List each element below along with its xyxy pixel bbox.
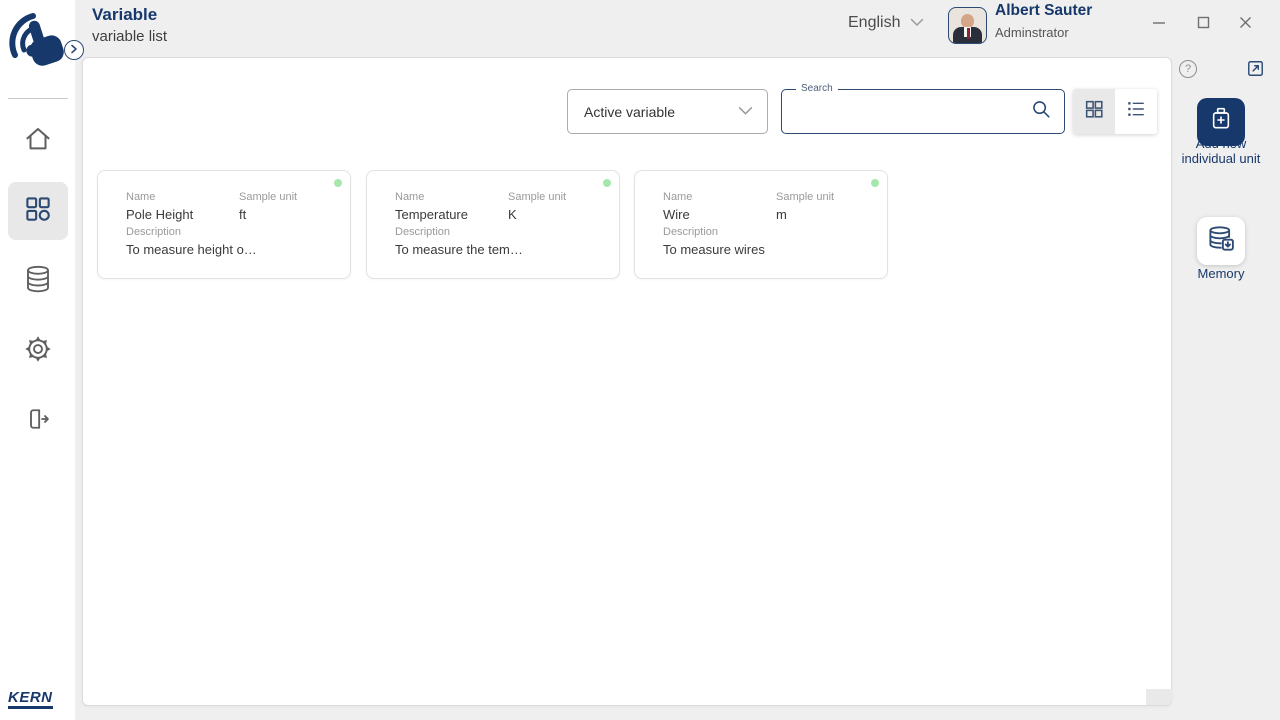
variable-card[interactable]: Name Temperature Sample unit K Descripti… [366, 170, 620, 279]
sidebar-divider [8, 98, 68, 99]
logout-icon [24, 405, 52, 438]
home-icon [23, 124, 53, 159]
card-description-label: Description [126, 226, 182, 238]
chevron-down-icon [738, 103, 753, 121]
chevron-down-icon [910, 14, 924, 32]
expand-panel-button[interactable] [1246, 59, 1266, 79]
search-input[interactable] [794, 90, 1030, 133]
minimize-button[interactable] [1147, 14, 1171, 36]
kern-brand-text: KERN [8, 690, 53, 709]
search-icon [1030, 98, 1052, 125]
apps-icon [23, 194, 53, 229]
status-dot [871, 179, 879, 187]
sidebar-item-home[interactable] [8, 112, 68, 170]
card-unit-label: Sample unit [239, 191, 298, 203]
status-dot [603, 179, 611, 187]
close-button[interactable] [1233, 13, 1257, 37]
page-title: Variable [92, 5, 158, 24]
card-description-value: To measure height o… [126, 242, 257, 257]
grid-view-button[interactable] [1073, 89, 1115, 134]
database-icon [23, 264, 53, 299]
user-name: Albert Sauter [995, 2, 1093, 19]
close-icon [1239, 16, 1252, 34]
list-view-icon [1125, 98, 1147, 125]
card-description-value: To measure the tem… [395, 242, 523, 257]
page-subtitle: variable list [92, 28, 168, 45]
card-name-value: Pole Height [126, 207, 194, 222]
language-selector[interactable]: English [848, 14, 924, 32]
card-unit-value: m [776, 207, 787, 222]
collapse-chevron-icon [69, 41, 79, 59]
main-content-panel [82, 57, 1172, 706]
card-description-value: To measure wires [663, 242, 765, 257]
search-field-label: Search [796, 83, 838, 94]
sidebar-item-logout[interactable] [8, 392, 68, 450]
sidebar-item-database[interactable] [8, 252, 68, 310]
memory-button[interactable] [1197, 217, 1245, 265]
variable-card[interactable]: Name Wire Sample unit m Description To m… [634, 170, 888, 279]
avatar-head [961, 14, 974, 28]
sidebar-item-variables[interactable] [8, 182, 68, 240]
card-name-value: Wire [663, 207, 690, 222]
card-unit-value: K [508, 207, 517, 222]
card-unit-label: Sample unit [776, 191, 835, 203]
scrollbar-corner [1146, 689, 1172, 705]
card-description-label: Description [663, 226, 719, 238]
expand-icon [1246, 61, 1265, 82]
add-new-individual-unit-label: Add new individual unit [1181, 136, 1261, 166]
card-name-label: Name [395, 191, 425, 203]
grid-view-icon [1083, 98, 1105, 125]
list-view-button[interactable] [1115, 89, 1157, 134]
maximize-icon [1197, 16, 1210, 34]
add-new-individual-unit-button[interactable] [1197, 98, 1245, 146]
touch-hand-logo [6, 6, 70, 76]
user-role: Adminstrator [995, 25, 1069, 40]
variable-filter-dropdown[interactable]: Active variable [567, 89, 768, 134]
sidebar-item-settings[interactable] [8, 322, 68, 380]
card-unit-value: ft [239, 207, 247, 222]
card-name-value: Temperature [395, 207, 468, 222]
user-avatar[interactable] [948, 7, 987, 44]
search-field: Search [781, 83, 1065, 134]
card-name-label: Name [663, 191, 693, 203]
gear-icon [23, 334, 53, 369]
view-toggle-group [1073, 89, 1157, 134]
card-name-label: Name [126, 191, 156, 203]
minimize-icon [1152, 16, 1166, 35]
avatar-tie [966, 28, 970, 39]
memory-database-icon [1206, 224, 1236, 259]
card-unit-label: Sample unit [508, 191, 567, 203]
maximize-button[interactable] [1191, 13, 1215, 37]
memory-label: Memory [1197, 266, 1245, 281]
help-button[interactable]: ? [1179, 60, 1197, 78]
variable-card[interactable]: Name Pole Height Sample unit ft Descript… [97, 170, 351, 279]
status-dot [334, 179, 342, 187]
sidebar-collapse-button[interactable] [64, 40, 84, 60]
help-icon: ? [1184, 63, 1192, 75]
kern-brand-logo: KERN [8, 690, 70, 709]
weight-plus-icon [1205, 103, 1237, 142]
card-description-label: Description [395, 226, 451, 238]
left-sidebar: KERN [0, 0, 75, 720]
variable-filter-value: Active variable [584, 103, 676, 120]
language-label: English [848, 14, 901, 31]
